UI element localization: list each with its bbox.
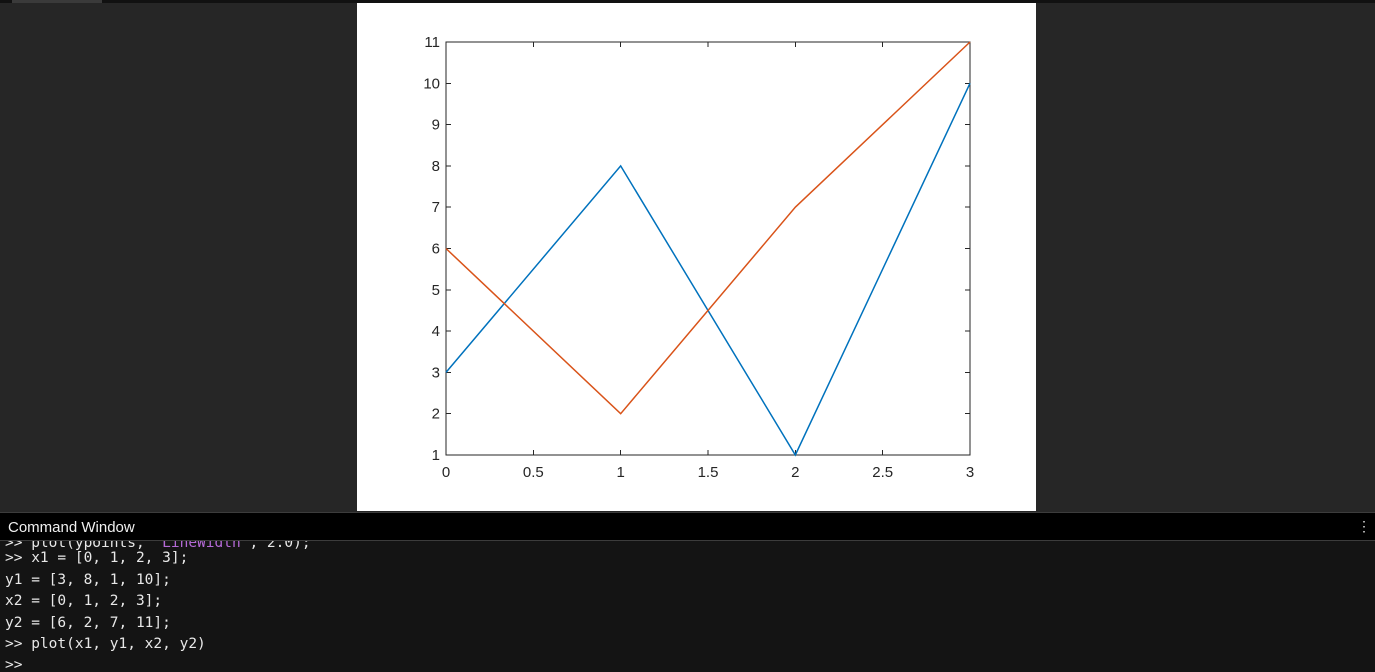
y-tick-label: 10 <box>423 75 440 92</box>
command-window-title: Command Window <box>8 519 135 536</box>
figure-area: 0 0.5 1 1.5 2 2.5 3 1 2 3 4 5 6 7 8 9 10 11 <box>0 3 1375 512</box>
x-tick-label: 1.5 <box>698 464 719 481</box>
command-line: y1 = [3, 8, 1, 10]; <box>5 572 171 588</box>
y-tick-label: 8 <box>432 158 440 175</box>
y-tick-label: 1 <box>432 447 440 464</box>
x-tick-label: 0 <box>442 464 450 481</box>
command-line: y2 = [6, 2, 7, 11]; <box>5 615 171 631</box>
command-line: x2 = [0, 1, 2, 3]; <box>5 593 163 609</box>
figure-canvas: 0 0.5 1 1.5 2 2.5 3 1 2 3 4 5 6 7 8 9 10 11 <box>357 3 1036 511</box>
command-line: >> x1 = [0, 1, 2, 3]; <box>5 550 189 566</box>
y-tick-label: 2 <box>432 406 440 423</box>
plot-area <box>445 41 971 456</box>
y-tick-label: 4 <box>432 323 440 340</box>
x-tick-label: 2.5 <box>872 464 893 481</box>
command-window-header: Command Window ⋮ <box>0 512 1375 541</box>
command-prompt[interactable]: >> <box>5 657 23 672</box>
y-tick-label: 5 <box>432 282 440 299</box>
command-window-body[interactable]: >> plot(ypoints, 'LineWidth', 2.0); >> x… <box>0 541 1375 672</box>
x-tick-label: 2 <box>791 464 799 481</box>
y-tick-label: 3 <box>432 364 440 381</box>
figure-tab[interactable] <box>12 0 102 3</box>
x-tick-label: 0.5 <box>523 464 544 481</box>
x-tick-label: 1 <box>616 464 624 481</box>
y-tick-label: 9 <box>432 117 440 134</box>
series-2-line <box>445 41 971 415</box>
top-tab-strip <box>0 0 1375 3</box>
command-window: Command Window ⋮ >> plot(ypoints, 'LineW… <box>0 512 1375 672</box>
command-line: >> plot(x1, y1, x2, y2) <box>5 636 206 652</box>
y-tick-label: 7 <box>432 199 440 216</box>
partial-command-line: >> plot(ypoints, 'LineWidth', 2.0); <box>5 541 311 551</box>
line-plot: 0 0.5 1 1.5 2 2.5 3 1 2 3 4 5 6 7 8 9 10 11 <box>423 34 974 481</box>
vertical-ellipsis-icon[interactable]: ⋮ <box>1357 518 1371 534</box>
x-tick-label: 3 <box>966 464 974 481</box>
y-tick-label: 11 <box>424 34 440 51</box>
y-tick-label: 6 <box>432 241 440 258</box>
